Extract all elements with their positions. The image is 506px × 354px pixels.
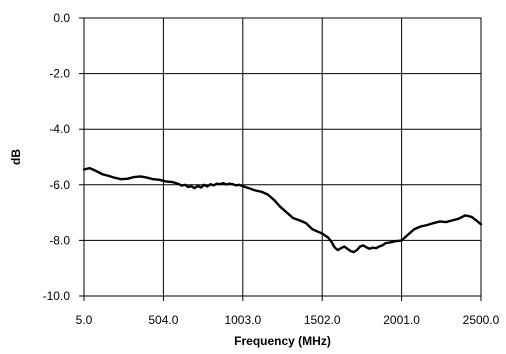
y-axis-title: dB (9, 149, 23, 165)
series-line (82, 166, 483, 254)
x-tick-label: 5.0 (76, 313, 93, 327)
y-tick-label: -8.0 (49, 233, 70, 247)
series-layer (82, 166, 483, 254)
y-tick-label: 0.0 (53, 11, 70, 25)
y-axis-ticks: 0.0 -2.0 -4.0 -6.0 -8.0 -10.0 (43, 11, 84, 303)
plot-area-frame (83, 17, 482, 297)
x-tick-label: 1003.0 (224, 313, 261, 327)
x-tick-label: 1502.0 (304, 313, 341, 327)
y-tick-label: -4.0 (49, 122, 70, 136)
x-axis-ticks: 5.0 504.0 1003.0 1502.0 2001.0 2500.0 (76, 296, 500, 327)
gridlines (83, 17, 482, 297)
y-tick-label: -2.0 (49, 67, 70, 81)
x-axis-title: Frequency (MHz) (234, 334, 331, 348)
x-tick-label: 2001.0 (383, 313, 420, 327)
y-tick-label: -6.0 (49, 178, 70, 192)
y-tick-label: -10.0 (43, 289, 71, 303)
x-tick-label: 504.0 (148, 313, 178, 327)
x-tick-label: 2500.0 (463, 313, 500, 327)
